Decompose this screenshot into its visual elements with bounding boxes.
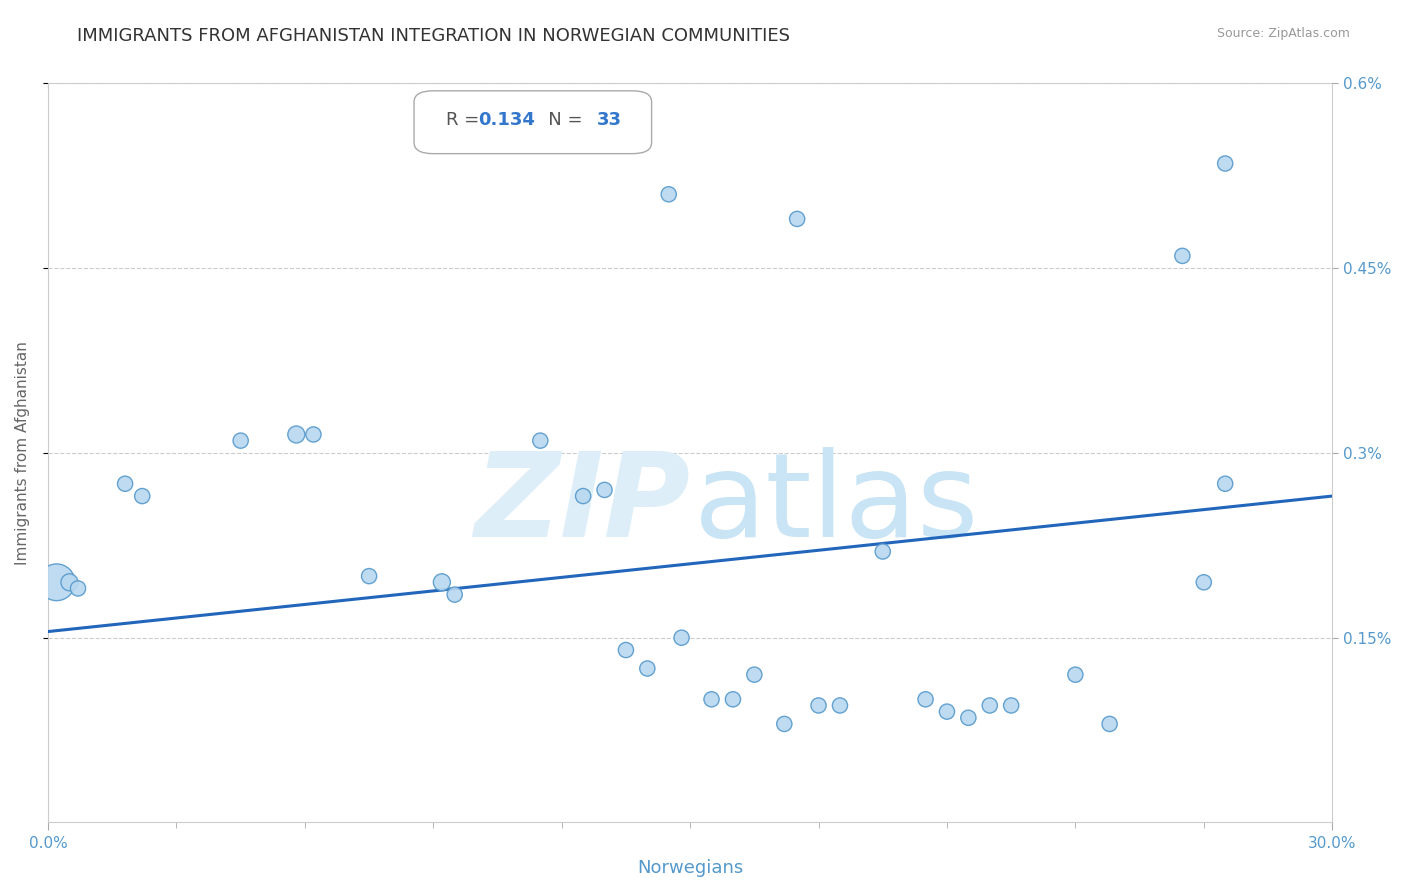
Point [979, 698, 1001, 713]
Point [593, 483, 616, 497]
Point [131, 489, 153, 503]
Point [1064, 667, 1087, 681]
Text: IMMIGRANTS FROM AFGHANISTAN INTEGRATION IN NORWEGIAN COMMUNITIES: IMMIGRANTS FROM AFGHANISTAN INTEGRATION … [77, 27, 790, 45]
Point [58, 575, 80, 590]
Point [914, 692, 936, 706]
Text: 0.134: 0.134 [478, 112, 536, 129]
Point [443, 588, 465, 602]
Text: 33: 33 [596, 112, 621, 129]
Point [614, 643, 637, 657]
X-axis label: Norwegians: Norwegians [637, 859, 744, 877]
Point [45, 575, 67, 590]
Point [66, 582, 89, 596]
Point [721, 692, 744, 706]
FancyBboxPatch shape [413, 91, 651, 153]
Text: N =: N = [531, 112, 588, 129]
Point [1171, 249, 1194, 263]
Point [773, 717, 796, 731]
Point [807, 698, 830, 713]
Point [658, 187, 681, 202]
Point [359, 569, 381, 583]
Point [1098, 717, 1121, 731]
Point [114, 476, 136, 491]
Point [786, 211, 808, 226]
Point [700, 692, 723, 706]
Point [936, 705, 959, 719]
Point [285, 427, 308, 442]
Point [636, 661, 658, 675]
Point [1192, 575, 1215, 590]
Point [872, 544, 894, 558]
Point [229, 434, 252, 448]
Text: Source: ZipAtlas.com: Source: ZipAtlas.com [1216, 27, 1350, 40]
Point [671, 631, 693, 645]
Text: R =: R = [446, 112, 485, 129]
Point [1000, 698, 1022, 713]
Point [744, 667, 766, 681]
Point [957, 711, 980, 725]
Text: atlas: atlas [695, 447, 980, 562]
Point [302, 427, 325, 442]
Point [529, 434, 551, 448]
Point [828, 698, 851, 713]
Point [1213, 476, 1236, 491]
Point [430, 575, 453, 590]
Point [1213, 156, 1236, 170]
Text: ZIP: ZIP [474, 447, 690, 562]
Y-axis label: Immigrants from Afghanistan: Immigrants from Afghanistan [15, 341, 30, 565]
Point [572, 489, 595, 503]
